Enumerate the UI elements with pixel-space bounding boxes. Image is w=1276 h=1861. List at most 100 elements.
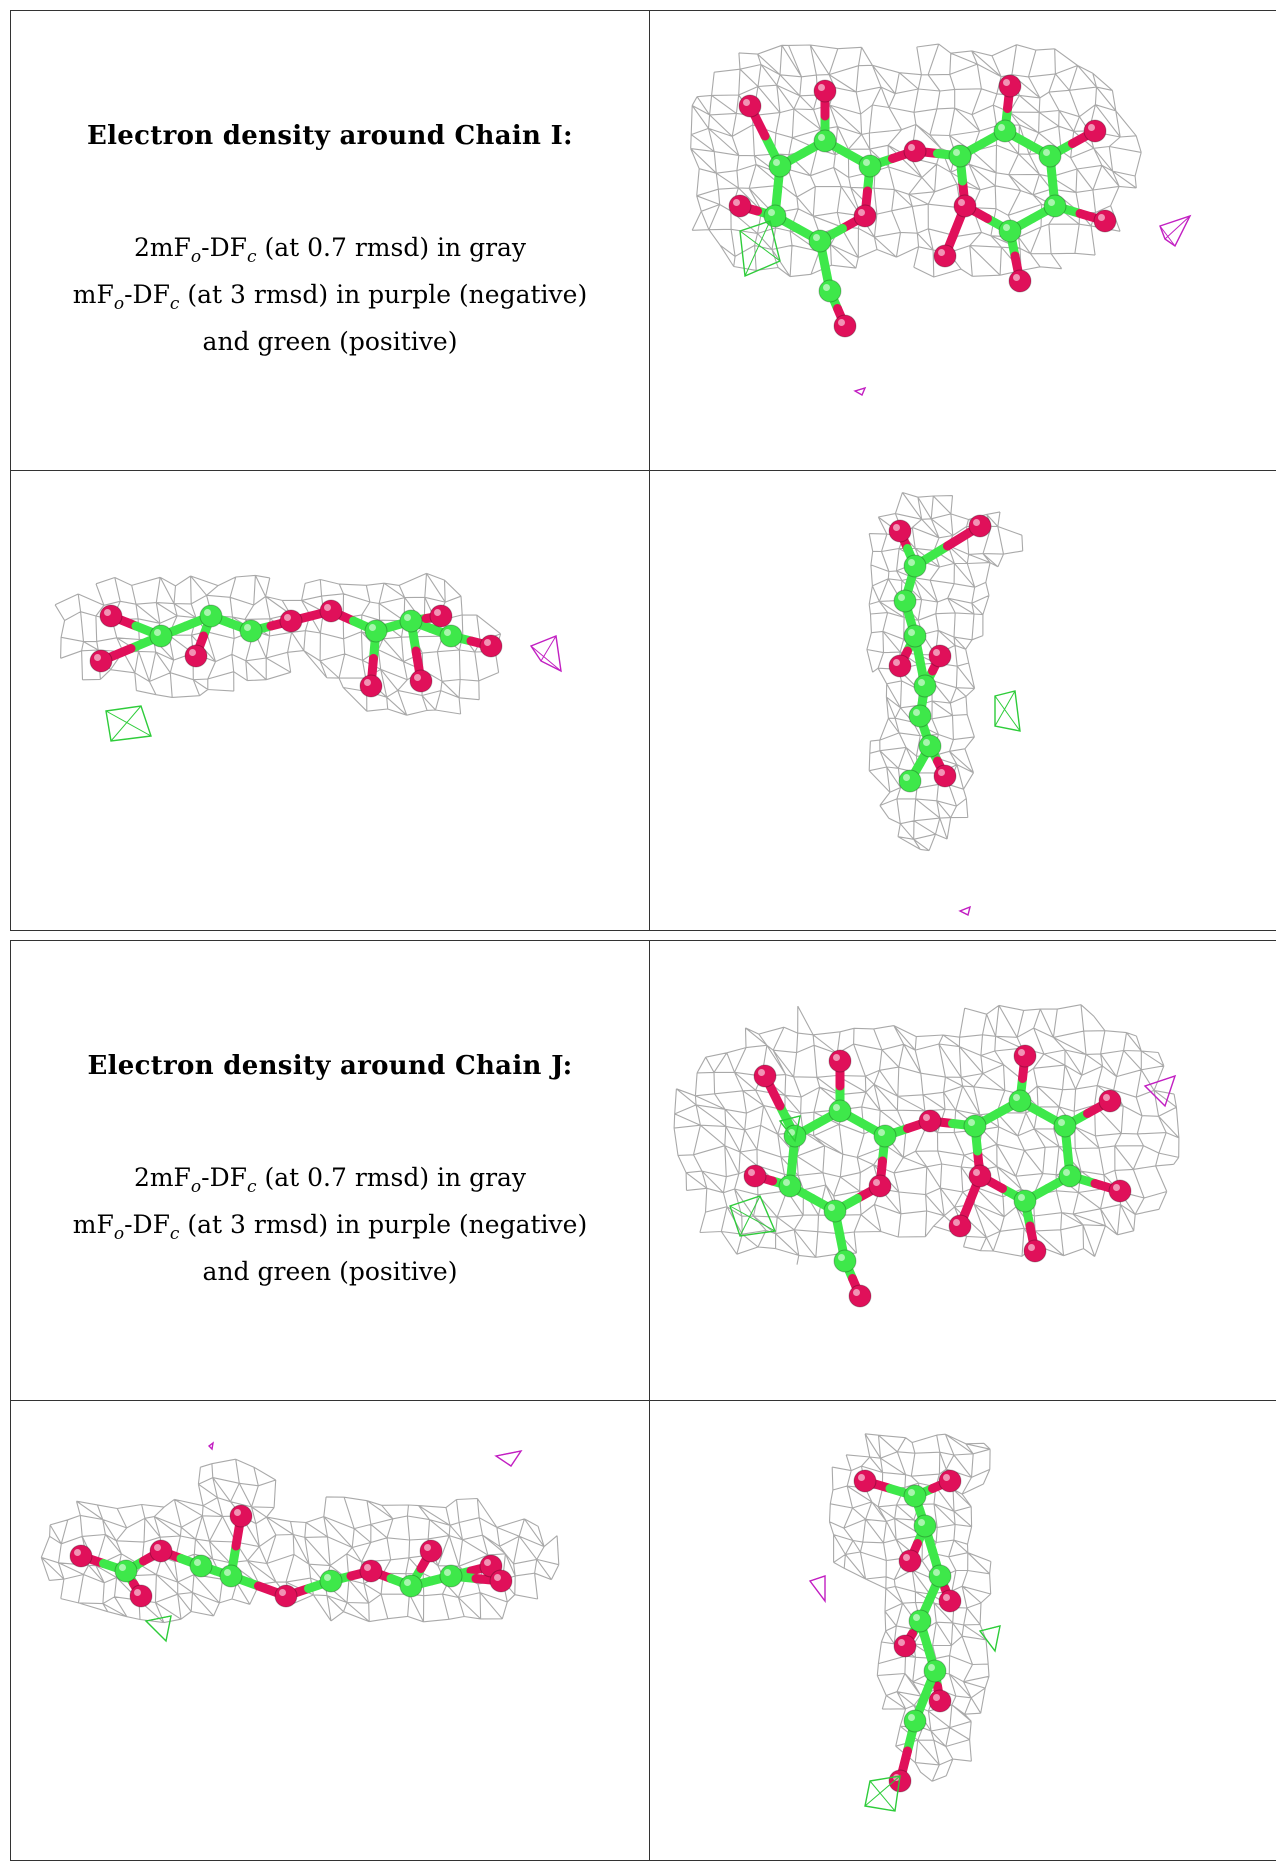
atom-highlight <box>918 1519 925 1526</box>
atom-highlight <box>743 99 750 106</box>
carbon-atom <box>150 625 172 647</box>
carbon-atom <box>859 155 881 177</box>
carbon-atom <box>834 1250 856 1272</box>
carbon-atom <box>115 1560 137 1582</box>
carbon-atom <box>440 625 462 647</box>
oxygen-atom <box>929 645 951 667</box>
atom-highlight <box>1003 224 1010 231</box>
atom-highlight <box>773 159 780 166</box>
chain-j-fo-fc-line: mFo-DFc (at 3 rmsd) in purple (negative) <box>11 1206 649 1253</box>
atom-highlight <box>1048 199 1055 206</box>
carbon-atom <box>200 605 222 627</box>
atom-highlight <box>913 709 920 716</box>
carbon-atom <box>440 1565 462 1587</box>
atom-highlight <box>444 629 451 636</box>
atom-highlight <box>823 284 830 291</box>
carbon-atom <box>779 1175 801 1197</box>
carbon-atom <box>999 220 1021 242</box>
oxygen-atom <box>854 1470 876 1492</box>
carbon-atom <box>924 1660 946 1682</box>
carbon-atom <box>1039 145 1061 167</box>
atom-highlight <box>104 609 111 616</box>
atom-highlight <box>928 1664 935 1671</box>
chain-j-figure-table: Electron density around Chain J: 2mFo-DF… <box>10 940 1276 1861</box>
oxygen-atom <box>854 205 876 227</box>
carbon-atom <box>904 1710 926 1732</box>
oxygen-atom <box>275 1585 297 1607</box>
atom-highlight <box>94 654 101 661</box>
oxygen-atom <box>1009 270 1031 292</box>
atom-highlight <box>783 1179 790 1186</box>
atom-highlight <box>768 209 775 216</box>
atom-highlight <box>1018 1194 1025 1201</box>
chain-j-top-view-cell <box>650 941 1276 1401</box>
atom-highlight <box>943 1594 950 1601</box>
atom-highlight <box>364 1564 371 1571</box>
atom-highlight <box>284 614 291 621</box>
carbon-atom <box>819 280 841 302</box>
chain-i-end-view-cell <box>650 471 1276 931</box>
oxygen-atom <box>729 195 751 217</box>
carbon-atom <box>190 1555 212 1577</box>
carbon-atom <box>814 130 836 152</box>
carbon-atom <box>220 1565 242 1587</box>
carbon-atom <box>914 1515 936 1537</box>
carbon-atom <box>400 610 422 632</box>
atom-highlight <box>224 1569 231 1576</box>
chain-i-end-view-image <box>650 471 1276 930</box>
atom-highlight <box>154 629 161 636</box>
carbon-atom <box>914 675 936 697</box>
chain-i-side-view-cell <box>11 471 650 931</box>
atom-highlight <box>1103 1094 1110 1101</box>
carbon-atom <box>240 620 262 642</box>
atom-highlight <box>818 134 825 141</box>
oxygen-atom <box>1014 1045 1036 1067</box>
atom-highlight <box>898 1639 905 1646</box>
oxygen-atom <box>834 315 856 337</box>
atom-highlight <box>1113 1184 1120 1191</box>
carbon-atom <box>949 145 971 167</box>
atom-highlight <box>444 1569 451 1576</box>
oxygen-atom <box>739 95 761 117</box>
carbon-atom <box>784 1125 806 1147</box>
atom-highlight <box>1018 1049 1025 1056</box>
chain-i-caption-cell: Electron density around Chain I: 2mFo-DF… <box>11 11 650 471</box>
carbon-atom <box>904 625 926 647</box>
atom-highlight <box>968 1119 975 1126</box>
atom-highlight <box>998 124 1005 131</box>
atom-highlight <box>1063 1169 1070 1176</box>
oxygen-atom <box>969 515 991 537</box>
oxygen-atom <box>894 1635 916 1657</box>
oxygen-atom <box>939 1590 961 1612</box>
oxygen-atom <box>939 1470 961 1492</box>
atom-highlight <box>833 1104 840 1111</box>
chain-i-top-view-cell <box>650 11 1276 471</box>
carbon-atom <box>1014 1190 1036 1212</box>
negative-difference-density-inner <box>496 1451 521 1466</box>
atom-highlight <box>878 1129 885 1136</box>
chain-i-2fo-fc-line: 2mFo-DFc (at 0.7 rmsd) in gray <box>11 229 649 276</box>
atom-highlight <box>893 524 900 531</box>
carbon-atom <box>1054 1115 1076 1137</box>
atom-highlight <box>189 649 196 656</box>
atom-highlight <box>898 594 905 601</box>
carbon-atom <box>964 1115 986 1137</box>
atom-highlight <box>404 614 411 621</box>
oxygen-atom <box>954 195 976 217</box>
chain-j-end-view-image <box>650 1401 1276 1860</box>
oxygen-atom <box>70 1545 92 1567</box>
carbon-atom <box>829 1100 851 1122</box>
atom-highlight <box>938 249 945 256</box>
carbon-atom <box>320 1570 342 1592</box>
carbon-atom <box>764 205 786 227</box>
atom-highlight <box>973 1169 980 1176</box>
chain-i-figure-table: Electron density around Chain I: 2mFo-DF… <box>10 10 1276 931</box>
atom-highlight <box>119 1564 126 1571</box>
oxygen-atom <box>130 1585 152 1607</box>
oxygen-atom <box>934 245 956 267</box>
atom-highlight <box>1043 149 1050 156</box>
atom-highlight <box>853 1289 860 1296</box>
atom-highlight <box>913 1614 920 1621</box>
atom-highlight <box>908 144 915 151</box>
oxygen-atom <box>814 80 836 102</box>
